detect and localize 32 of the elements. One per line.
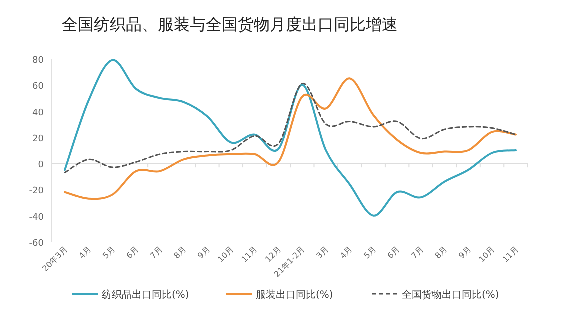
x-tick-label: 10月: [477, 245, 497, 264]
x-tick-label: 7月: [410, 245, 426, 261]
x-tick-label: 6月: [125, 245, 141, 261]
chart-title: 全国纺织品、服装与全国货物月度出口同比增速: [62, 15, 398, 34]
x-tick-label: 5月: [101, 245, 117, 261]
x-tick-label: 11月: [501, 245, 520, 264]
x-tick-label: 10月: [216, 245, 236, 264]
legend-label: 全国货物出口同比(%): [402, 289, 500, 301]
x-tick-label: 9月: [196, 245, 212, 261]
y-tick-label: -40: [29, 212, 44, 223]
x-tick-label: 4月: [338, 245, 354, 261]
x-tick-label: 11月: [240, 245, 260, 264]
y-tick-label: 80: [32, 56, 44, 66]
y-tick-label: -20: [29, 186, 44, 197]
y-tick-label: 20: [32, 134, 44, 144]
y-tick-label: 40: [32, 108, 44, 118]
x-tick-label: 5月: [362, 245, 378, 261]
y-tick-label: 0: [38, 160, 44, 171]
x-tick-label: 3月: [314, 245, 331, 261]
x-tick-label: 7月: [148, 245, 164, 261]
y-tick-label: 60: [32, 82, 44, 92]
x-tick-label: 6月: [386, 245, 402, 261]
x-tick-label: 4月: [78, 245, 94, 261]
line-series: [64, 59, 517, 217]
x-tick-label: 8月: [434, 245, 450, 261]
legend-label: 服装出口同比(%): [256, 289, 334, 301]
legend-label: 纺织品出口同比(%): [102, 289, 190, 301]
x-tick-label: 12月: [264, 245, 284, 264]
x-tick-label: 8月: [172, 245, 188, 261]
line-series: [64, 78, 517, 200]
x-tick-label: 9月: [457, 245, 473, 261]
line-series: [64, 83, 517, 174]
